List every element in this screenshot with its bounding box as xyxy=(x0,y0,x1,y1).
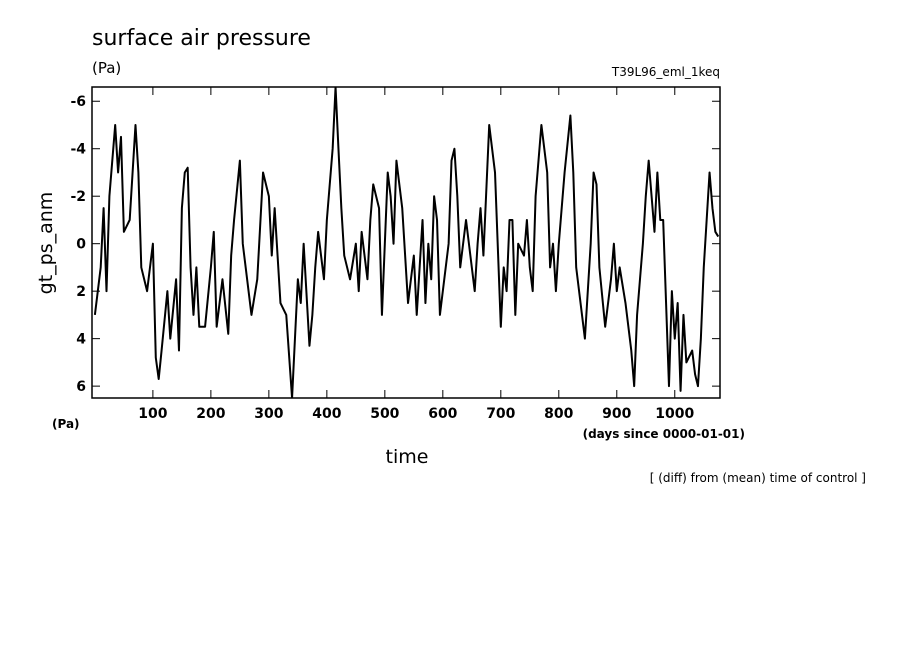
y-axis-label: gt_ps_anm xyxy=(35,192,57,295)
x-tick-label: 200 xyxy=(196,406,225,422)
x-tick-label: 700 xyxy=(486,406,515,422)
chart-title: surface air pressure xyxy=(92,26,311,51)
data-line xyxy=(93,87,720,398)
x-tick-label: 300 xyxy=(254,406,283,422)
y-tick-label: -4 xyxy=(70,142,86,158)
y-tick-label: 0 xyxy=(76,237,86,253)
y-tick-label: 4 xyxy=(76,332,86,348)
x-tick-label: 100 xyxy=(138,406,167,422)
x-tick-label: 800 xyxy=(544,406,573,422)
run-label: T39L96_eml_1keq xyxy=(611,65,720,79)
x-axis-label: time xyxy=(386,446,429,468)
plot-frame xyxy=(91,86,721,399)
plot-area xyxy=(93,87,720,398)
x-tick-label: 900 xyxy=(602,406,631,422)
y-tick-label: 6 xyxy=(76,379,86,395)
x-tick-label: 1000 xyxy=(655,406,694,422)
y-tick-label: 2 xyxy=(76,284,86,300)
y-unit-label: (Pa) xyxy=(52,417,80,431)
x-tick-label: 600 xyxy=(428,406,457,422)
x-tick-label: 400 xyxy=(312,406,341,422)
y-tick-label: -2 xyxy=(70,189,86,205)
note: [ (diff) from (mean) time of control ] xyxy=(650,471,866,485)
x-unit-label: (days since 0000-01-01) xyxy=(583,427,745,441)
y-tick-label: -6 xyxy=(70,94,86,110)
unit-label: (Pa) xyxy=(92,59,121,77)
x-tick-label: 500 xyxy=(370,406,399,422)
